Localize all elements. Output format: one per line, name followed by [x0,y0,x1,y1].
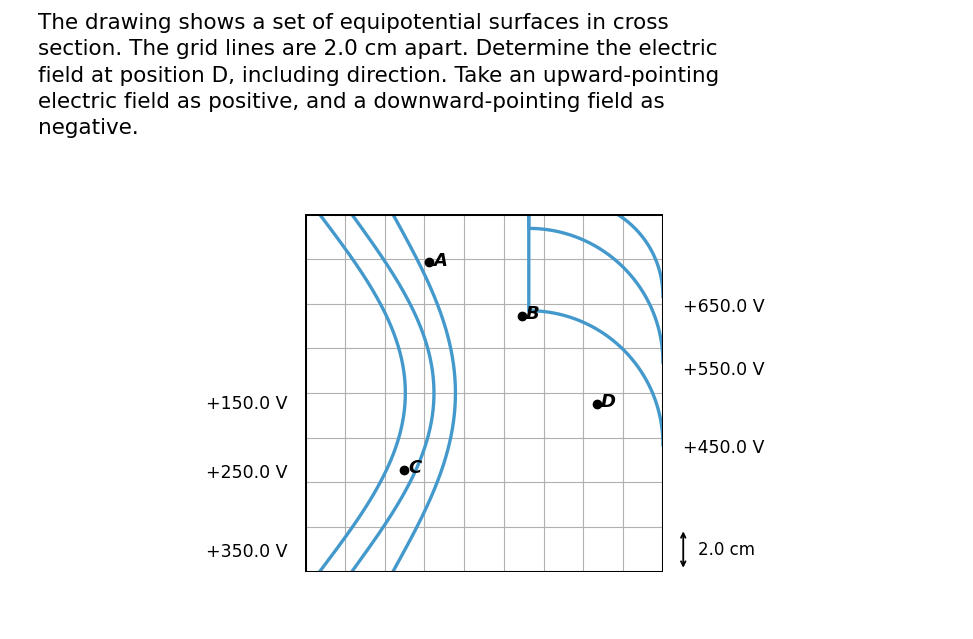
Text: +350.0 V: +350.0 V [205,543,287,561]
Text: +550.0 V: +550.0 V [683,361,765,379]
Text: 2.0 cm: 2.0 cm [698,541,755,558]
Text: +150.0 V: +150.0 V [205,395,287,413]
Text: +250.0 V: +250.0 V [205,465,287,482]
Text: C: C [408,459,421,477]
Text: A: A [433,252,447,270]
Text: The drawing shows a set of equipotential surfaces in cross
section. The grid lin: The drawing shows a set of equipotential… [38,13,719,139]
Text: +450.0 V: +450.0 V [683,440,765,458]
Text: B: B [526,305,540,323]
Text: +650.0 V: +650.0 V [683,298,765,316]
Text: D: D [601,393,616,411]
